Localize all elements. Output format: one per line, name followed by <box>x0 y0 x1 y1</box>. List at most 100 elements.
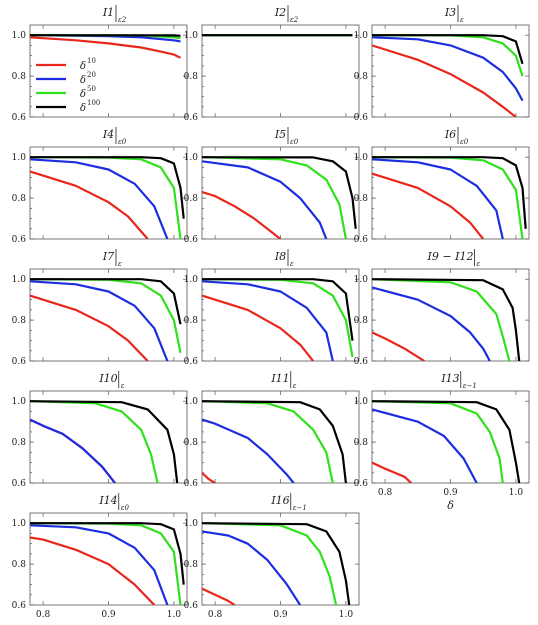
plot-frame <box>201 268 360 362</box>
series-line-δ10 <box>30 294 149 361</box>
y-tick-label: 0.8 <box>184 316 199 326</box>
panel-8: I8 ε 0.6 0.8 1.0 <box>184 249 360 367</box>
legend-superscript: 100 <box>87 99 100 107</box>
y-tick-label: 0.8 <box>184 560 199 570</box>
panel-subscript: ε <box>121 382 125 390</box>
y-tick-label: 0.8 <box>12 316 27 326</box>
series-line-δ20 <box>372 158 504 239</box>
y-tick-label: 0.6 <box>12 113 27 123</box>
y-tick-label: 0.6 <box>354 113 369 123</box>
series-line-δ100 <box>30 278 182 325</box>
panel-title: I3 <box>444 6 456 19</box>
panel-title: I7 <box>102 250 114 263</box>
series-line-δ100 <box>30 156 185 219</box>
y-tick-label: 0.6 <box>184 235 199 245</box>
x-tick-label: 0.8 <box>208 610 223 620</box>
panel-subscript: ε2 <box>118 16 127 24</box>
series-line-δ20 <box>202 418 295 483</box>
series-line-δ10 <box>30 536 156 605</box>
y-tick-label: 0.6 <box>354 357 369 367</box>
y-tick-label: 1.0 <box>354 153 369 163</box>
series-line-δ50 <box>30 400 159 483</box>
x-tick-label: 0.9 <box>101 610 116 620</box>
series-line-δ10 <box>202 190 282 239</box>
series-line-δ50 <box>372 278 511 361</box>
series-line-δ100 <box>372 34 524 65</box>
panel-subscript: ε0 <box>121 504 130 512</box>
x-tick-label: 1.0 <box>509 488 524 498</box>
y-tick-label: 0.8 <box>12 560 27 570</box>
x-tick-label: 0.8 <box>378 488 393 498</box>
y-tick-label: 0.8 <box>12 438 27 448</box>
panel-title: I4 <box>102 128 114 141</box>
panel-title: I9 − I12 <box>427 250 474 263</box>
y-tick-label: 1.0 <box>12 397 27 407</box>
x-tick-label: 0.9 <box>273 610 288 620</box>
y-tick-label: 0.8 <box>12 194 27 204</box>
legend-label: δ <box>80 103 86 114</box>
series-line-δ20 <box>30 418 116 483</box>
panel-subscript: ε−1 <box>293 504 307 512</box>
panel-subscript: ε2 <box>290 16 299 24</box>
y-tick-label: 0.6 <box>12 601 27 611</box>
panel-subscript: ε <box>290 260 294 268</box>
series-line-δ10 <box>372 44 517 117</box>
panel-6: I6 ε0 0.6 0.8 1.0 <box>354 127 530 245</box>
series-line-δ100 <box>372 278 521 361</box>
series-line-δ10 <box>30 36 181 59</box>
y-tick-label: 0.6 <box>12 479 27 489</box>
legend-label: δ <box>80 89 86 100</box>
series-line-δ20 <box>372 408 478 483</box>
series-line-δ20 <box>202 530 302 605</box>
plot-frame <box>371 390 530 484</box>
x-tick-label: 1.0 <box>167 610 182 620</box>
y-tick-label: 0.6 <box>184 357 199 367</box>
panel-subscript: ε0 <box>290 138 299 146</box>
series-line-δ100 <box>202 278 354 341</box>
panel-13: I14 ε0 0.6 0.8 1.0 0.8 0.9 1.0 <box>12 493 188 620</box>
panel-subscript: ε−1 <box>463 382 477 390</box>
series-line-δ20 <box>202 280 334 361</box>
y-tick-label: 1.0 <box>12 31 27 41</box>
legend-superscript: 20 <box>87 71 96 79</box>
series-line-δ100 <box>30 522 185 585</box>
series-line-δ20 <box>372 286 491 361</box>
y-tick-label: 1.0 <box>184 397 199 407</box>
legend-superscript: 50 <box>87 85 96 93</box>
panel-10: I10 ε 0.6 0.8 1.0 <box>12 371 188 489</box>
y-tick-label: 0.6 <box>12 357 27 367</box>
series-line-δ20 <box>30 524 169 605</box>
y-tick-label: 0.8 <box>354 194 369 204</box>
y-tick-label: 1.0 <box>354 275 369 285</box>
panel-7: I7 ε 0.6 0.8 1.0 <box>12 249 188 367</box>
legend-label: δ <box>80 75 86 86</box>
series-line-δ10 <box>372 331 425 361</box>
y-tick-label: 0.6 <box>354 235 369 245</box>
x-axis-label: δ <box>447 499 454 512</box>
series-line-δ10 <box>202 294 315 361</box>
series-line-δ100 <box>372 400 521 483</box>
panel-subscript: ε <box>460 16 464 24</box>
series-line-δ50 <box>202 522 338 605</box>
panel-2: I2 ε2 0.6 0.8 1.0 <box>184 5 360 123</box>
series-line-δ20 <box>30 158 169 239</box>
series-line-δ10 <box>202 471 216 483</box>
panel-subscript: ε <box>477 260 481 268</box>
plot-frame <box>29 390 188 484</box>
panel-title: I1 <box>102 6 114 19</box>
x-tick-label: 0.8 <box>36 610 51 620</box>
y-tick-label: 1.0 <box>184 519 199 529</box>
y-tick-label: 0.8 <box>184 72 199 82</box>
y-tick-label: 0.6 <box>12 235 27 245</box>
y-tick-label: 0.8 <box>354 438 369 448</box>
panel-14: I16 ε−1 0.6 0.8 1.0 0.8 0.9 1.0 <box>184 493 360 620</box>
legend-superscript: 10 <box>87 57 96 65</box>
panel-title: I8 <box>274 250 286 263</box>
legend: δ 10δ 20δ 50δ 100 <box>36 57 100 114</box>
y-tick-label: 1.0 <box>12 275 27 285</box>
series-line-δ20 <box>372 36 524 102</box>
series-line-δ100 <box>202 400 347 483</box>
panel-11: I11 ε 0.6 0.8 1.0 <box>184 371 360 489</box>
x-tick-label: 1.0 <box>339 610 354 620</box>
